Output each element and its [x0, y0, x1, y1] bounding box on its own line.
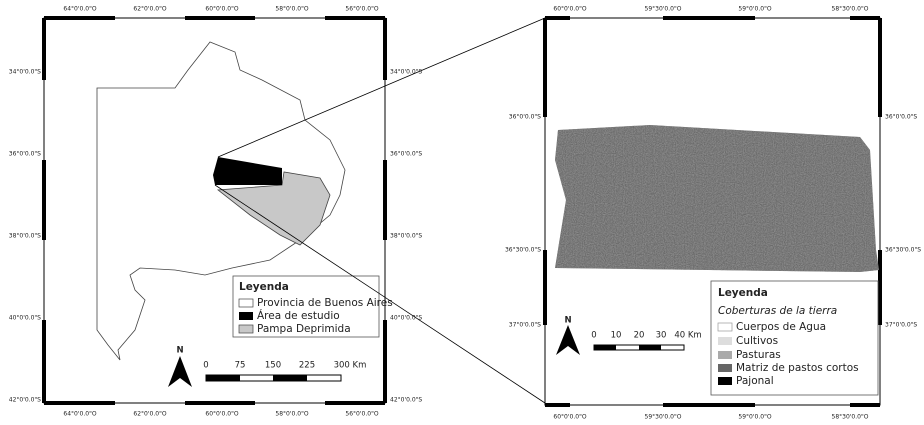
lon-label: 58°0'0.0"O	[275, 411, 308, 418]
legend-title: Leyenda	[718, 287, 768, 299]
legend-item: Pajonal	[736, 375, 774, 387]
left-legend	[232, 275, 380, 338]
pampa-deprimida	[216, 171, 331, 246]
north-label: N	[564, 316, 571, 326]
lat-label: 42°0'0.0"S	[390, 397, 422, 404]
lat-label: 36°0'0.0"S	[509, 114, 541, 121]
lon-label: 62°0'0.0"O	[133, 411, 166, 418]
lat-label: 34°0'0.0"S	[390, 69, 422, 76]
raster-texture	[555, 125, 879, 272]
scale-label: 0	[591, 331, 596, 341]
legend-item: Cuerpos de Agua	[736, 321, 826, 333]
lat-label: 36°30'0.0"S	[885, 247, 921, 254]
lon-label: 60°0'0.0"O	[205, 6, 238, 13]
connector-line	[214, 184, 549, 406]
lat-label: 36°0'0.0"S	[885, 114, 917, 121]
lat-label: 38°0'0.0"S	[390, 233, 422, 240]
right-legend	[710, 280, 879, 396]
legend-swatch	[718, 377, 732, 385]
left-frame-bars	[42, 16, 387, 405]
right-frame-bars	[543, 16, 882, 407]
lon-label: 58°30'0.0"O	[832, 414, 869, 421]
scale-label: 20	[634, 331, 645, 341]
connector-line	[217, 17, 546, 158]
study-area	[213, 157, 282, 185]
legend-item: Área de estudio	[257, 309, 340, 322]
legend-item: Matriz de pastos cortos	[736, 362, 859, 374]
scale-label: 40 Km	[674, 331, 701, 341]
lon-label: 56°0'0.0"O	[345, 6, 378, 13]
lat-label: 38°0'0.0"S	[9, 233, 41, 240]
legend-swatch	[238, 298, 254, 308]
lon-label: 59°0'0.0"O	[738, 6, 771, 13]
lat-label: 36°30'0.0"S	[505, 247, 541, 254]
lon-label: 64°0'0.0"O	[63, 411, 96, 418]
scale-label: 0	[203, 361, 208, 371]
legend-title: Leyenda	[239, 281, 289, 293]
legend-item: Provincia de Buenos Aires	[257, 297, 393, 309]
legend-swatch	[717, 322, 733, 332]
scale-label: 75	[235, 361, 246, 371]
legend-swatch	[718, 364, 732, 372]
lat-label: 36°0'0.0"S	[390, 151, 422, 158]
legend-item: Cultivos	[736, 335, 778, 347]
scale-label: 150	[265, 361, 281, 371]
legend-item: Pampa Deprimida	[257, 323, 351, 335]
north-arrow	[168, 356, 192, 387]
scale-label: 300 Km	[334, 361, 367, 371]
scale-label: 225	[299, 361, 315, 371]
legend-swatch	[239, 312, 253, 320]
lat-label: 34°0'0.0"S	[9, 69, 41, 76]
lon-label: 62°0'0.0"O	[133, 6, 166, 13]
lon-label: 60°0'0.0"O	[553, 6, 586, 13]
lat-label: 37°0'0.0"S	[509, 322, 541, 329]
lat-label: 40°0'0.0"S	[390, 315, 422, 322]
legend-swatch	[238, 324, 254, 334]
lon-label: 59°30'0.0"O	[645, 6, 682, 13]
lat-label: 37°0'0.0"S	[885, 322, 917, 329]
left-scale-bar	[205, 374, 342, 382]
legend-item: Pasturas	[736, 349, 781, 361]
lon-label: 60°0'0.0"O	[553, 414, 586, 421]
scale-label: 30	[656, 331, 667, 341]
legend-swatch	[718, 351, 732, 359]
north-arrow	[556, 325, 580, 355]
lon-label: 58°30'0.0"O	[832, 6, 869, 13]
lat-label: 40°0'0.0"S	[9, 315, 41, 322]
lon-label: 56°0'0.0"O	[345, 411, 378, 418]
lon-label: 58°0'0.0"O	[275, 6, 308, 13]
lat-label: 42°0'0.0"S	[9, 397, 41, 404]
scale-label: 10	[611, 331, 622, 341]
lon-label: 60°0'0.0"O	[205, 411, 238, 418]
province	[96, 41, 346, 361]
legend-swatch	[718, 337, 732, 345]
lon-label: 59°0'0.0"O	[738, 414, 771, 421]
right-scale-bar	[593, 344, 685, 351]
lat-label: 36°0'0.0"S	[9, 151, 41, 158]
lon-label: 59°30'0.0"O	[645, 414, 682, 421]
lon-label: 64°0'0.0"O	[63, 6, 96, 13]
legend-subtitle: Coberturas de la tierra	[718, 305, 837, 317]
north-label: N	[176, 346, 183, 356]
